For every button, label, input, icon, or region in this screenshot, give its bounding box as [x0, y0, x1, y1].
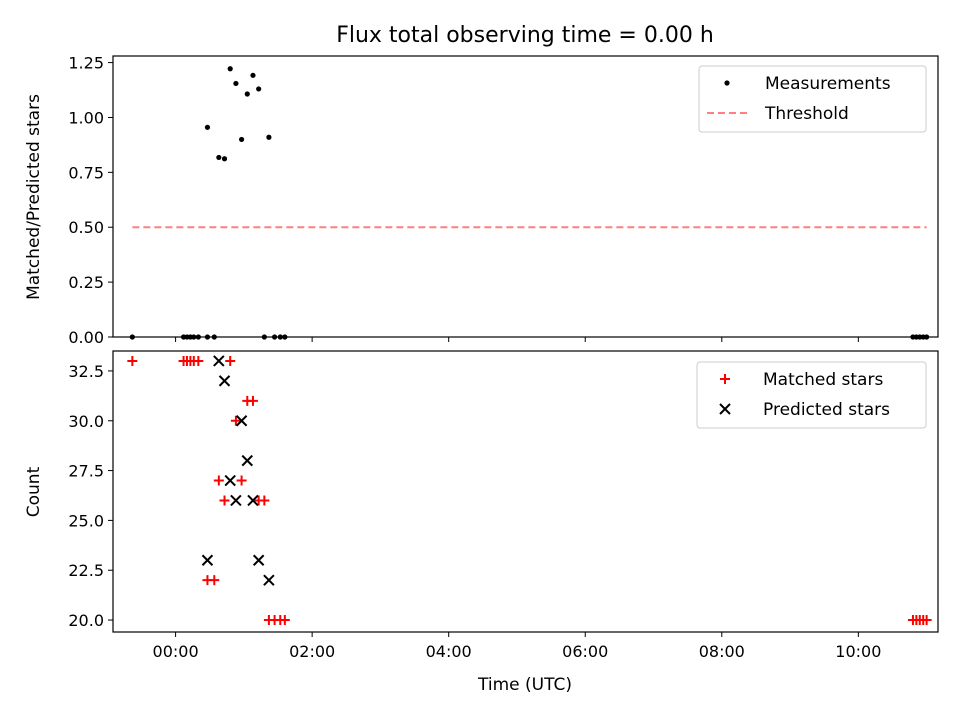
predicted-stars-point [213, 355, 225, 367]
matched-stars-point [193, 355, 204, 366]
measurements-point [191, 334, 197, 340]
matched-stars-point [209, 575, 220, 586]
legend-predicted-stars-swatch [719, 403, 731, 415]
top-y-axis-label: Matched/Predicted stars [24, 94, 44, 300]
top-y-tick-label: 0.00 [68, 328, 104, 347]
predicted-stars-point [218, 375, 231, 387]
legend-matched-stars-swatch [720, 374, 730, 384]
measurements-point [282, 334, 288, 340]
bottom-axes-frame [112, 350, 939, 633]
predicted-stars-point [235, 415, 248, 427]
top-y-tick-label: 0.50 [68, 218, 104, 237]
matched-stars-point [921, 615, 932, 626]
bottom-x-axis-label: Time (UTC) [477, 675, 572, 695]
bottom-axes: Count Time (UTC) 20.0 22.5 25.0 27.5 30.0 32.… [24, 350, 939, 695]
bottom-x-tick-label: 08:00 [699, 642, 745, 661]
bottom-y-tick-label: 30.0 [68, 412, 104, 431]
matched-stars-point [127, 355, 138, 366]
bottom-y-axis-label: Count [24, 466, 44, 517]
measurements-point [233, 80, 239, 87]
top-y-tick-label: 0.75 [68, 163, 104, 182]
bottom-x-tick-label: 04:00 [426, 642, 472, 661]
matched-stars-point [213, 475, 224, 486]
matched-stars-point [225, 355, 236, 366]
matched-stars-point [279, 615, 290, 626]
predicted-stars-point [252, 554, 265, 566]
top-axes: Matched/Predicted stars 0.00 0.25 0.50 0.75… [24, 54, 939, 347]
bottom-y-tick-label: 22.5 [68, 561, 104, 580]
bottom-y-tick-label: 27.5 [68, 462, 104, 481]
measurements-point [261, 334, 267, 340]
matched-stars-point [236, 475, 247, 486]
measurements-point [924, 334, 930, 340]
measurements-point [238, 136, 245, 143]
top-y-tick-label: 0.25 [68, 273, 104, 292]
measurements-point [195, 334, 201, 340]
predicted-stars-point [224, 474, 236, 487]
measurements-point [250, 72, 256, 78]
measurements-point [277, 334, 283, 340]
matched-stars-point [219, 495, 230, 506]
measurements-point [211, 334, 217, 340]
legend-frame [698, 65, 927, 133]
measurements-point [204, 334, 211, 340]
measurements-point [244, 91, 250, 97]
legend-measurements-swatch [724, 80, 730, 86]
top-plot-area [129, 66, 930, 340]
bottom-x-tick-label: 02:00 [289, 642, 335, 661]
measurements-point [204, 124, 211, 130]
legend-matched-stars-label: Matched stars [763, 370, 883, 390]
matched-stars-point [247, 395, 258, 406]
legend-predicted-stars-label: Predicted stars [763, 400, 890, 420]
measurements-point [266, 134, 272, 140]
bottom-legend: Matched stars Predicted stars [696, 361, 927, 429]
bottom-y-tick-label: 25.0 [68, 511, 104, 530]
bottom-x-tick-label: 00:00 [153, 642, 199, 661]
predicted-stars-point [230, 494, 242, 507]
top-axes-frame [112, 55, 939, 338]
bottom-x-tick-label: 10:00 [835, 642, 881, 661]
bottom-y-tick-label: 32.5 [68, 362, 104, 381]
top-y-tick-label: 1.25 [68, 54, 104, 73]
legend-frame [696, 361, 927, 429]
legend-threshold-label: Threshold [764, 104, 849, 124]
bottom-x-tick-label: 06:00 [562, 642, 608, 661]
matched-stars-point [230, 415, 241, 426]
measurements-point [271, 334, 278, 340]
predicted-stars-point [263, 574, 275, 586]
measurements-point [256, 86, 262, 92]
measurements-point [227, 66, 233, 72]
predicted-stars-point [247, 494, 259, 507]
bottom-plot-area [127, 355, 932, 626]
measurements-point [221, 156, 228, 162]
chart-title: Flux total observing time = 0.00 h [336, 23, 714, 48]
top-y-tick-label: 1.00 [68, 108, 104, 127]
top-legend: Measurements Threshold [698, 65, 927, 133]
matched-stars-point [259, 495, 270, 506]
predicted-stars-point [201, 554, 214, 566]
legend-measurements-label: Measurements [765, 74, 891, 94]
bottom-y-tick-label: 20.0 [68, 611, 104, 630]
measurements-point [216, 154, 222, 161]
measurements-point [129, 334, 135, 340]
predicted-stars-point [241, 454, 253, 467]
